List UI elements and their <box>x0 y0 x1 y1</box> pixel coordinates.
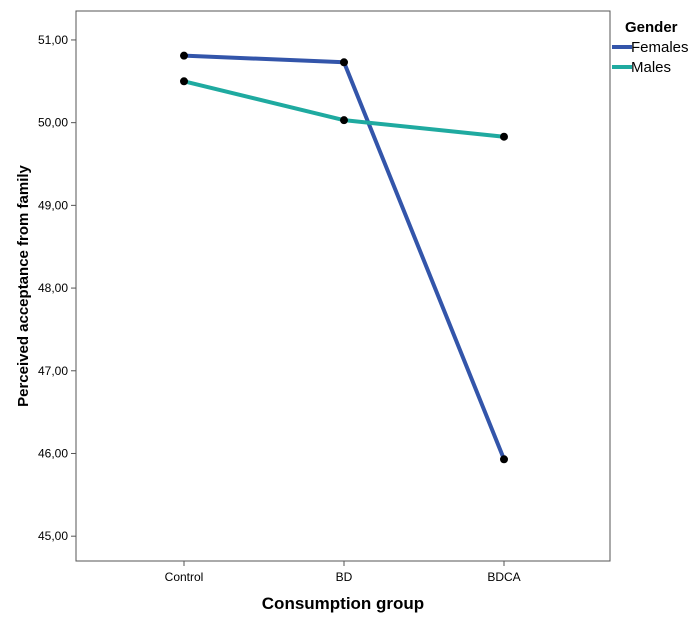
data-point-females <box>180 51 188 60</box>
y-tick-label: 48,00 <box>38 281 68 295</box>
x-tick-label: BD <box>336 570 353 584</box>
legend-label-males: Males <box>631 59 671 76</box>
x-axis-ticks: Control BD BDCA <box>165 561 521 584</box>
y-tick-label: 50,00 <box>38 116 68 130</box>
data-point-males <box>340 116 348 125</box>
data-point-males <box>180 77 188 86</box>
legend: Gender Females Males <box>612 19 689 76</box>
y-tick-label: 47,00 <box>38 364 68 378</box>
legend-label-females: Females <box>631 39 689 56</box>
series-group <box>180 51 508 464</box>
data-point-females <box>340 58 348 67</box>
data-point-males <box>500 132 508 141</box>
legend-items: Females Males <box>612 39 689 76</box>
plot-area <box>75 10 611 562</box>
legend-title: Gender <box>625 19 678 36</box>
y-tick-label: 45,00 <box>38 529 68 543</box>
y-axis-ticks: 45,00 46,00 47,00 48,00 49,00 50,00 51,00 <box>38 33 76 543</box>
data-point-females <box>500 455 508 464</box>
x-tick-label: BDCA <box>487 570 520 584</box>
y-tick-label: 51,00 <box>38 33 68 47</box>
y-tick-label: 49,00 <box>38 198 68 212</box>
y-tick-label: 46,00 <box>38 446 68 460</box>
x-axis-title: Consumption group <box>262 594 424 613</box>
y-axis-title: Perceived acceptance from family <box>15 164 32 406</box>
x-tick-label: Control <box>165 570 204 584</box>
